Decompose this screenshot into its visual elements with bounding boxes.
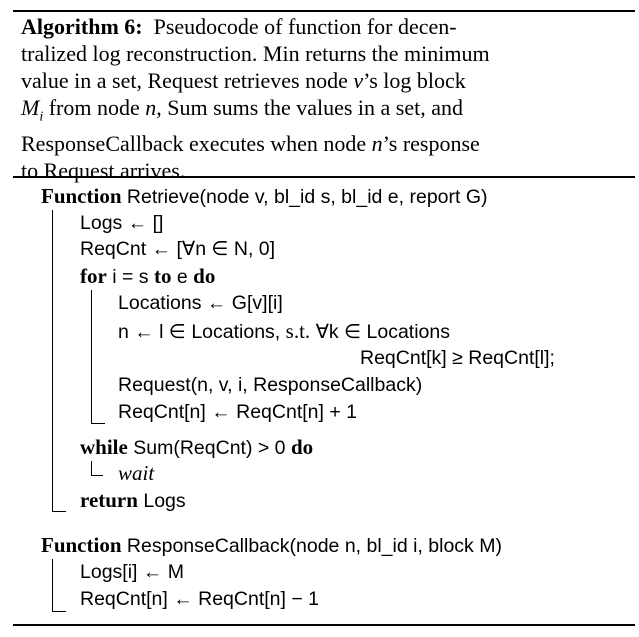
caption-rule xyxy=(13,176,635,178)
code-line-logs-init: Logs ← [] xyxy=(80,212,164,234)
scope-bar-while xyxy=(91,461,93,476)
bottom-rule xyxy=(13,624,635,626)
scope-bar-retrieve xyxy=(52,210,54,512)
scope-end-callback xyxy=(52,611,66,613)
caption-line: Algorithm 6: Pseudocode of function for … xyxy=(21,14,457,39)
scope-end-while xyxy=(91,475,103,477)
algorithm-label: Algorithm 6: xyxy=(21,14,143,39)
scope-bar-callback xyxy=(52,559,54,612)
code-line-reqcnt-init: ReqCnt ← [∀n ∈ N, 0] xyxy=(80,238,276,260)
code-line-n-select-cont: ReqCnt[k] ≥ ReqCnt[l]; xyxy=(360,347,555,369)
caption-line: ResponseCallback executes when node n’s … xyxy=(21,131,480,157)
caption-line: tralized log reconstruction. Min returns… xyxy=(21,41,490,66)
code-line-request: Request(n, v, i, ResponseCallback) xyxy=(118,374,423,396)
code-line-locations: Locations ← G[v][i] xyxy=(118,292,283,314)
code-line-return: return Logs xyxy=(80,488,186,512)
caption-line: value in a set, Request retrieves node v… xyxy=(21,68,466,93)
code-line-logs-assign: Logs[i] ← M xyxy=(80,561,185,583)
code-line-reqcnt-dec: ReqCnt[n] ← ReqCnt[n] − 1 xyxy=(80,588,319,610)
scope-bar-for xyxy=(91,290,93,424)
code-line-while: while Sum(ReqCnt) > 0 do xyxy=(80,435,314,459)
code-line-for: for i = s to e do xyxy=(80,264,216,288)
scope-end-retrieve xyxy=(52,511,66,513)
code-line-n-select: n ← l ∈ Locations, s.t. ∀k ∈ Locations xyxy=(118,319,450,343)
caption-line: to Request arrives. xyxy=(21,158,186,184)
scope-end-for xyxy=(91,423,105,425)
function-callback-header: Function ResponseCallback(node n, bl_id … xyxy=(41,533,502,557)
code-line-reqcnt-inc: ReqCnt[n] ← ReqCnt[n] + 1 xyxy=(118,401,357,423)
code-line-wait: wait xyxy=(118,461,155,485)
algorithm-caption: Algorithm 6: Pseudocode of function for … xyxy=(21,13,561,184)
function-retrieve-header: Function Retrieve(node v, bl_id s, bl_id… xyxy=(41,184,488,208)
caption-line: Mi from node n, Sum sums the values in a… xyxy=(21,95,463,125)
top-rule xyxy=(13,10,635,12)
